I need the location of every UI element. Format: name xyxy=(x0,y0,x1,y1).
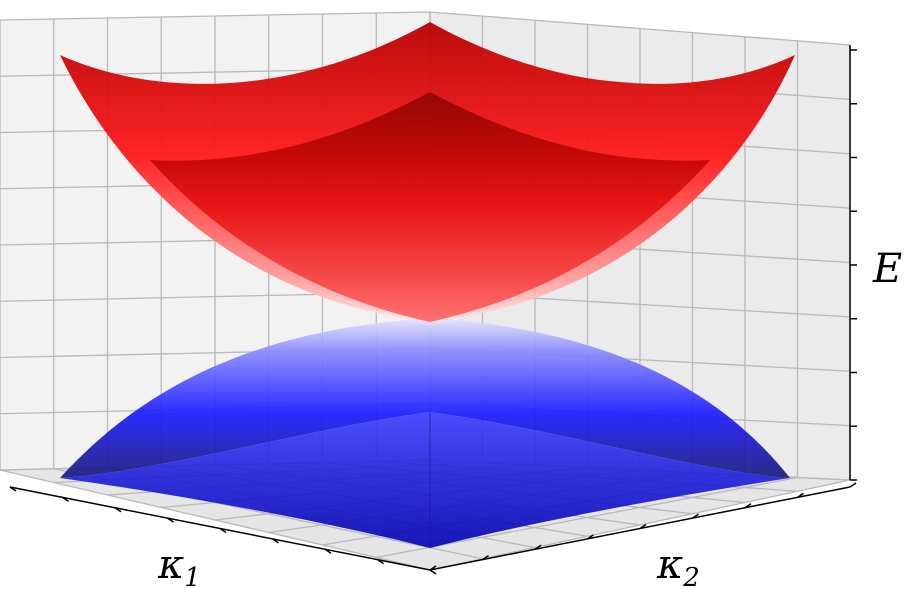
axis-tick xyxy=(429,569,437,575)
axis-tick xyxy=(429,565,437,571)
axis-tick xyxy=(9,486,17,492)
grid-line xyxy=(429,479,851,571)
grid-line xyxy=(429,11,851,46)
axis-tick xyxy=(167,517,174,523)
axis-tick xyxy=(797,492,804,498)
axis-label-kappa2: κ2 xyxy=(656,542,700,589)
grid-line xyxy=(376,476,798,559)
axis-tick xyxy=(534,544,542,550)
axis-tick xyxy=(377,559,384,565)
axis-tick xyxy=(324,548,332,554)
axis-label-energy: E xyxy=(872,246,902,292)
axis-tick xyxy=(692,513,699,519)
axis-tick xyxy=(639,523,647,530)
axis-tick xyxy=(744,503,752,509)
axis-tick xyxy=(849,482,857,488)
upper-band-surface xyxy=(60,22,795,322)
lower-band-surface xyxy=(60,318,790,548)
axis-ticks xyxy=(9,49,857,575)
grid-line xyxy=(0,11,431,21)
axis-tick xyxy=(62,496,69,502)
axis-tick xyxy=(272,538,279,544)
axis-tick xyxy=(482,555,489,561)
axis-tick xyxy=(114,507,122,513)
axis-tick xyxy=(219,527,227,534)
axis-tick xyxy=(587,534,594,540)
axis-label-kappa1: κ1 xyxy=(157,542,201,589)
